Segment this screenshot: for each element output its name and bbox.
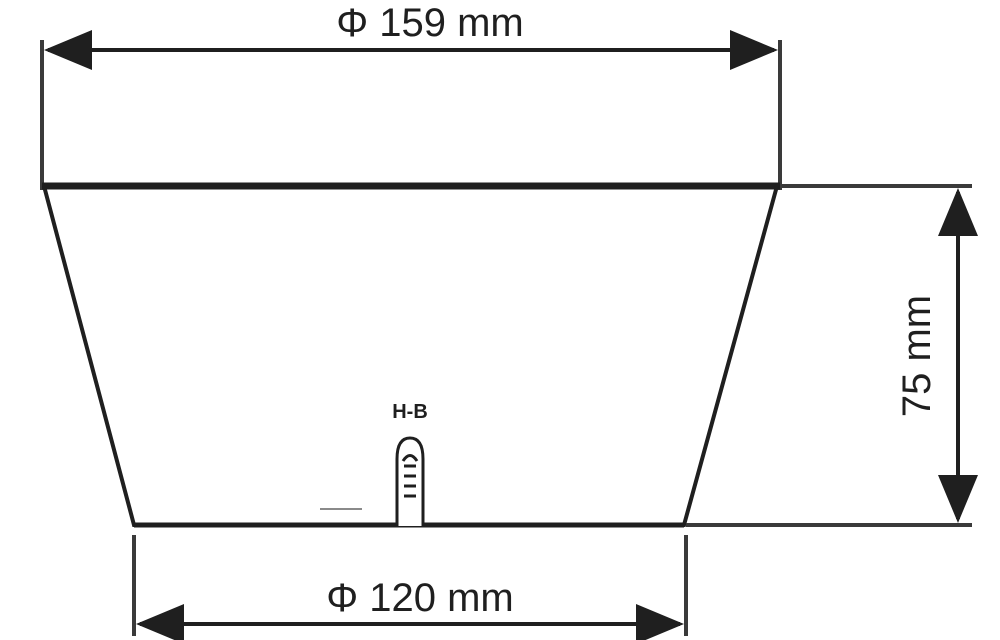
drain-marker-label: H-B [392,401,428,423]
bottom-diameter-dimension: Φ 120 mm [132,535,688,640]
drain-tube-outline [395,436,425,526]
height-label: 75 mm [895,295,939,417]
drain-indicator: H-B [392,401,428,526]
top-diameter-label: Φ 159 mm [336,1,524,45]
bottom-diameter-label: Φ 120 mm [326,576,514,620]
top-diameter-dimension: Φ 159 mm [40,1,782,190]
drain-tube-top-mark [401,454,419,462]
height-dimension: 75 mm [686,184,978,527]
